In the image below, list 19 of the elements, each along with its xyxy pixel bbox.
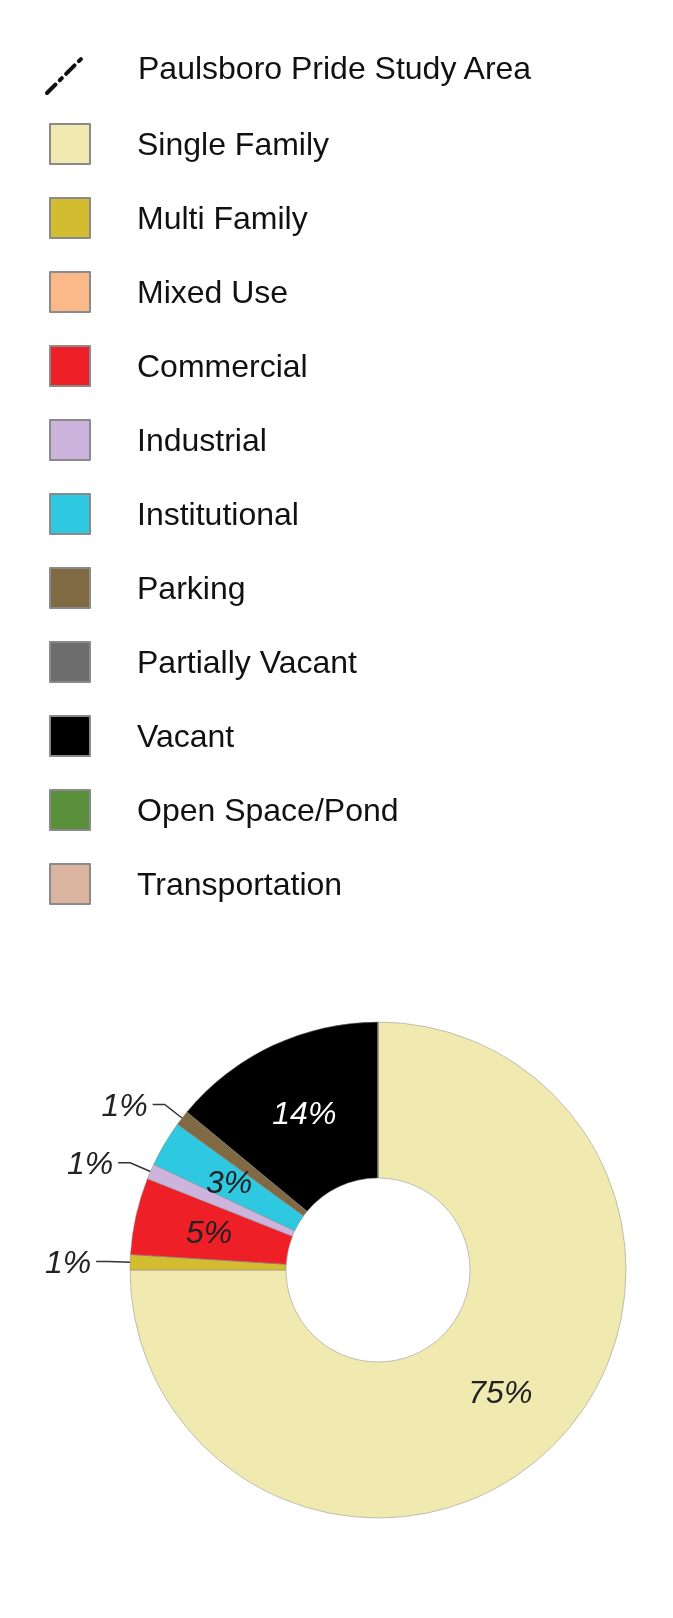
legend-label: Institutional	[137, 496, 299, 532]
data-label: 3%	[205, 1163, 253, 1200]
data-label: 14%	[272, 1095, 337, 1132]
legend-label: Open Space/Pond	[137, 792, 399, 828]
data-label: 1%	[66, 1144, 114, 1181]
legend-label: Partially Vacant	[137, 644, 358, 680]
legend-label: Parking	[137, 570, 246, 606]
legend-label: Industrial	[137, 422, 267, 458]
legend-label: Multi Family	[137, 200, 308, 236]
legend-label: Transportation	[137, 866, 343, 902]
data-label: 5%	[186, 1214, 233, 1251]
legend-title: Paulsboro Pride Study Area	[138, 50, 532, 86]
data-label: 1%	[44, 1243, 92, 1280]
legend-label: Single Family	[137, 126, 330, 162]
legend-label: Vacant	[137, 718, 235, 754]
legend-label: Commercial	[137, 348, 308, 384]
data-label: 75%	[468, 1374, 533, 1411]
data-label: 1%	[101, 1086, 148, 1123]
legend-label: Mixed Use	[137, 274, 289, 310]
